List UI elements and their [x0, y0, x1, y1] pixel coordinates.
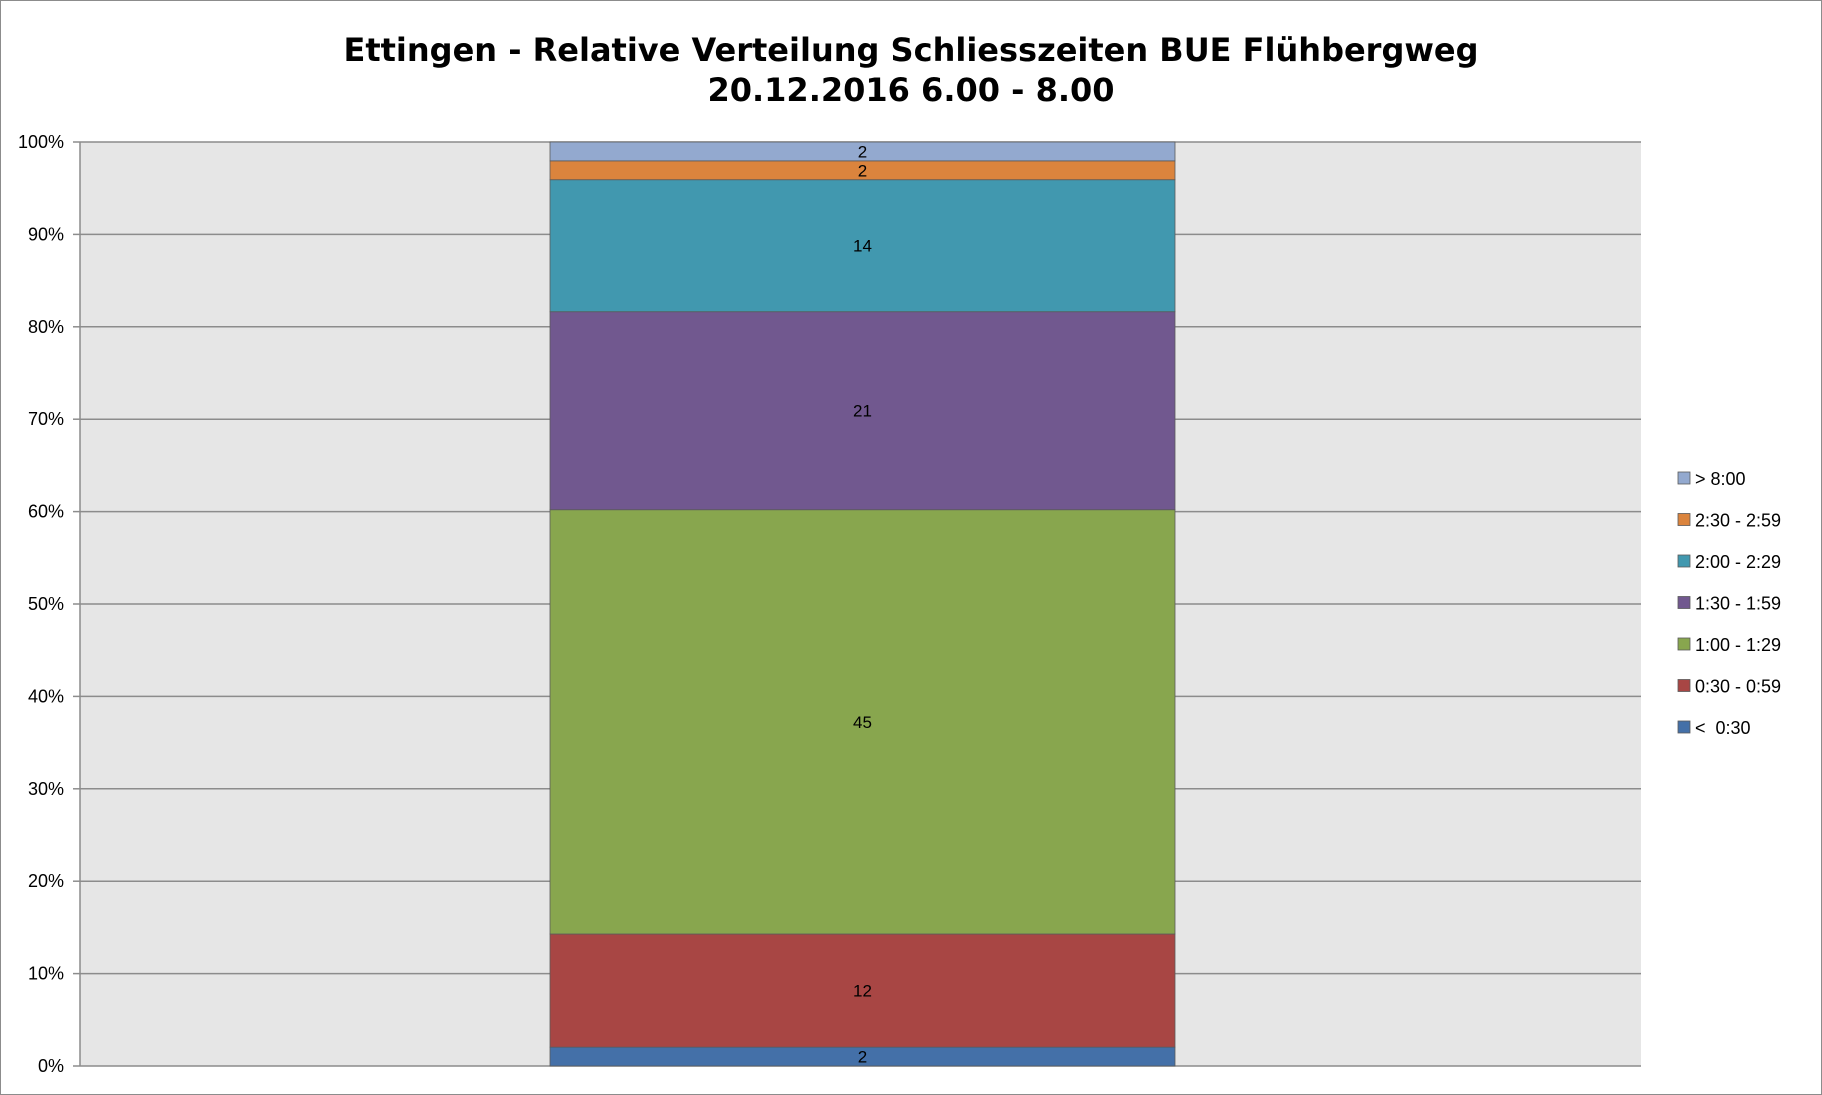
data-label: 2 [858, 1048, 867, 1067]
legend-swatch [1677, 679, 1691, 692]
data-label: 45 [853, 713, 872, 732]
y-tick-label: 50% [28, 594, 64, 614]
legend-label: 2:00 - 2:29 [1695, 552, 1781, 572]
y-tick-label: 70% [28, 409, 64, 429]
legend-swatch [1677, 637, 1691, 651]
legend-label: 1:30 - 1:59 [1695, 594, 1781, 614]
stacked-bar [549, 141, 1176, 1067]
data-label: 21 [853, 402, 872, 421]
y-tick-label: 30% [28, 779, 64, 799]
chart-title-line-2: 20.12.2016 6.00 - 8.00 [707, 71, 1114, 109]
bar-segment [549, 141, 1176, 162]
legend-label: 2:30 - 2:59 [1695, 511, 1781, 531]
legend-swatch [1677, 554, 1691, 568]
legend-swatch [1677, 720, 1691, 734]
legend-swatch [1677, 596, 1691, 609]
legend-label: 0:30 - 0:59 [1695, 677, 1781, 697]
y-tick-label: 60% [28, 502, 64, 522]
bar-segment [549, 311, 1176, 511]
y-tick-label: 0% [38, 1056, 64, 1076]
chart-title-line-1: Ettingen - Relative Verteilung Schliessz… [343, 31, 1478, 69]
y-tick-label: 20% [28, 871, 64, 891]
data-label: 2 [858, 142, 867, 161]
legend-label: < 0:30 [1695, 718, 1751, 738]
legend-label: 1:00 - 1:29 [1695, 635, 1781, 655]
y-tick-label: 80% [28, 317, 64, 337]
legend-label: > 8:00 [1695, 469, 1746, 489]
legend-swatch [1677, 471, 1691, 485]
data-label: 14 [853, 237, 872, 256]
y-tick-label: 90% [28, 224, 64, 244]
y-axis-ticks: 0% 10% 20% 30% 40% 50% 60% 70% 80% 90% 100% [18, 132, 81, 1076]
legend: > 8:00 2:30 - 2:59 2:00 - 2:29 1:30 - 1:59 1… [1677, 469, 1781, 738]
bar-segment [549, 179, 1176, 313]
legend-swatch [1677, 513, 1691, 526]
y-tick-label: 10% [28, 964, 64, 984]
bar-segment [549, 933, 1176, 1048]
y-tick-label: 100% [18, 132, 64, 152]
data-label: 12 [853, 982, 872, 1001]
y-tick-label: 40% [28, 686, 64, 706]
data-label: 2 [858, 161, 867, 180]
bar-segment [549, 509, 1176, 935]
